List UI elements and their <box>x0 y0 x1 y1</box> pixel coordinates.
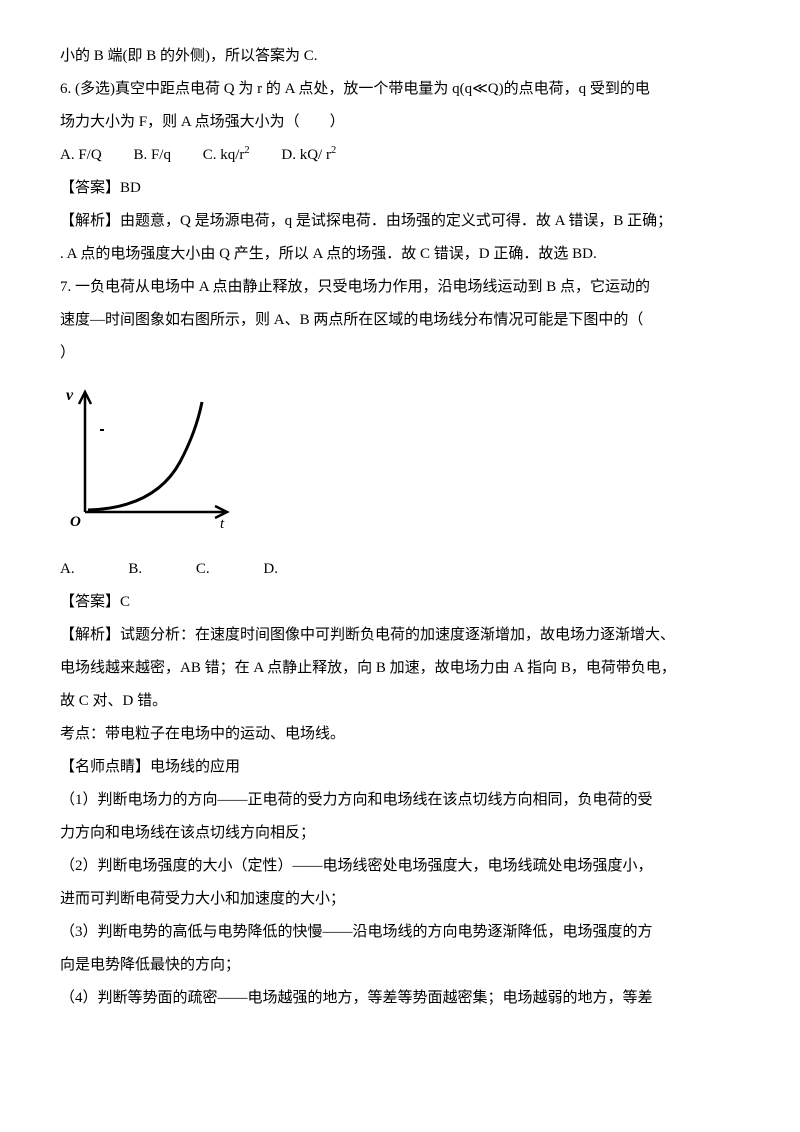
q7-tip2a: （2）判断电场强度的大小（定性）——电场线密处电场强度大，电场线疏处电场强度小， <box>60 850 740 883</box>
q7-opt-b: B. <box>128 561 142 577</box>
q7-tips-title: 【名师点睛】电场线的应用 <box>60 751 740 784</box>
q6-stem-line1: 6. (多选)真空中距点电荷 Q 为 r 的 A 点处，放一个带电量为 q(q≪… <box>60 73 740 106</box>
q6-stem-line2: 场力大小为 F，则 A 点场强大小为（ ） <box>60 106 740 139</box>
q7-tip4: （4）判断等势面的疏密——电场越强的地方，等差等势面越密集；电场越弱的地方，等差 <box>60 982 740 1015</box>
q7-opt-a: A. <box>60 561 75 577</box>
q7-opt-d: D. <box>263 561 278 577</box>
q6-opt-d: D. kQ/ r2 <box>281 147 336 163</box>
q7-explain-line1: 【解析】试题分析：在速度时间图像中可判断负电荷的加速度逐渐增加，故电场力逐渐增大… <box>60 619 740 652</box>
q6-explain-line1: 【解析】由题意，Q 是场源电荷，q 是试探电荷．由场强的定义式可得．故 A 错误… <box>60 205 740 238</box>
q7-tip2b: 进而可判断电荷受力大小和加速度的大小； <box>60 883 740 916</box>
q7-tip1b: 力方向和电场线在该点切线方向相反； <box>60 817 740 850</box>
fragment-top: 小的 B 端(即 B 的外侧)，所以答案为 C. <box>60 40 740 73</box>
q7-explain-line2: 电场线越来越密，AB 错；在 A 点静止释放，向 B 加速，故电场力由 A 指向… <box>60 652 740 685</box>
q7-tip1a: （1）判断电场力的方向——正电荷的受力方向和电场线在该点切线方向相同，负电荷的受 <box>60 784 740 817</box>
q7-kaodian: 考点：带电粒子在电场中的运动、电场线。 <box>60 718 740 751</box>
q7-vt-graph: v O t <box>60 382 740 545</box>
q7-stem-line1: 7. 一负电荷从电场中 A 点由静止释放，只受电场力作用，沿电场线运动到 B 点… <box>60 271 740 304</box>
q7-explain-line3: 故 C 对、D 错。 <box>60 685 740 718</box>
q6-explain-line2: . A 点的电场强度大小由 Q 产生，所以 A 点的场强．故 C 错误，D 正确… <box>60 238 740 271</box>
q6-answer: 【答案】BD <box>60 172 740 205</box>
q6-opt-a: A. F/Q <box>60 147 102 163</box>
q7-stem-line2: 速度—时间图象如右图所示，则 A、B 两点所在区域的电场线分布情况可能是下图中的… <box>60 304 740 337</box>
q7-opt-c: C. <box>196 561 210 577</box>
q7-answer: 【答案】C <box>60 586 740 619</box>
q7-tip3b: 向是电势降低最快的方向； <box>60 949 740 982</box>
q6-opt-b: B. F/q <box>133 147 171 163</box>
q7-stem-line3: ） <box>60 337 740 370</box>
svg-text:O: O <box>70 514 81 530</box>
q6-options: A. F/Q B. F/q C. kq/r2 D. kQ/ r2 <box>60 139 740 172</box>
q7-options: A. B. C. D. <box>60 553 740 586</box>
q7-tip3a: （3）判断电势的高低与电势降低的快慢——沿电场线的方向电势逐渐降低，电场强度的方 <box>60 916 740 949</box>
svg-text:t: t <box>220 516 225 532</box>
svg-text:v: v <box>66 387 74 404</box>
q6-opt-c: C. kq/r2 <box>203 147 250 163</box>
